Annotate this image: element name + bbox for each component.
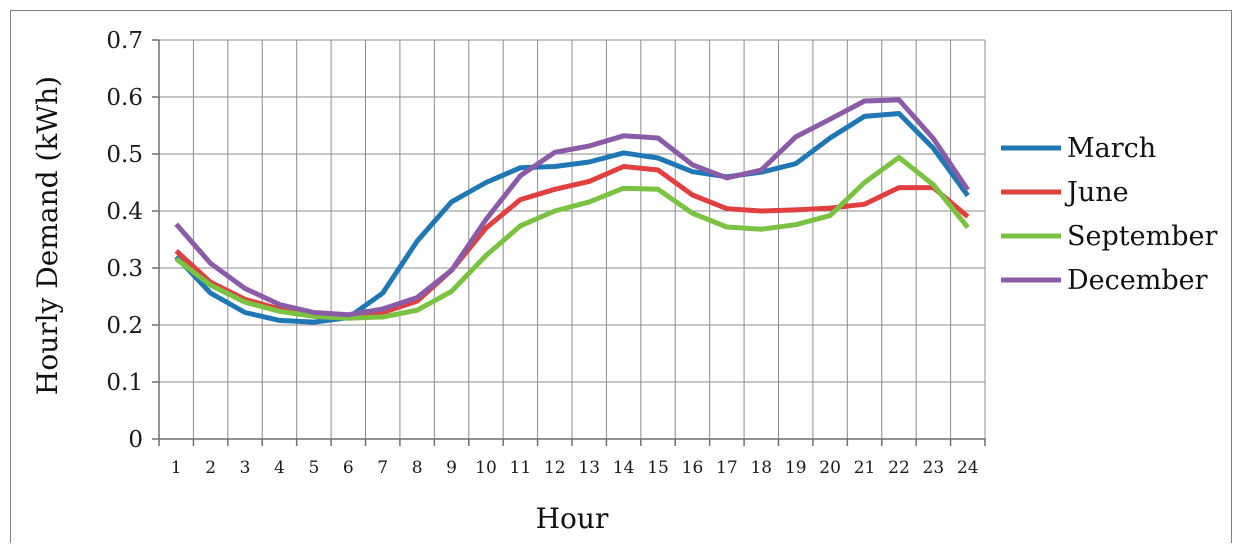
- legend: March June September December: [1001, 133, 1217, 296]
- x-tick-label: 1: [171, 458, 182, 478]
- series-line-march: [174, 111, 970, 325]
- legend-label-december: December: [1067, 265, 1208, 296]
- x-tick-label: 9: [446, 458, 457, 478]
- y-tick-label: 0.6: [106, 85, 143, 111]
- y-tick-label: 0.4: [106, 199, 143, 225]
- x-tick-label: 8: [412, 458, 423, 478]
- x-tick-label: 12: [544, 458, 566, 478]
- x-tick-label: 17: [716, 458, 738, 478]
- x-tick-label: 19: [785, 458, 807, 478]
- x-axis-title: Hour: [536, 502, 609, 535]
- y-tick-label: 0.7: [106, 28, 143, 54]
- x-tick-label: 16: [682, 458, 704, 478]
- y-tick-label: 0: [128, 427, 143, 453]
- x-tick-label: 11: [510, 458, 532, 478]
- axes: [152, 39, 986, 446]
- x-tick-label: 18: [750, 458, 772, 478]
- x-tick-label: 14: [613, 458, 635, 478]
- x-tick-label: 2: [205, 458, 216, 478]
- x-tick-label: 15: [647, 458, 669, 478]
- y-tick-label: 0.2: [106, 313, 143, 339]
- x-tick-label: 6: [343, 458, 354, 478]
- series-line-september: [174, 154, 970, 321]
- legend-label-september: September: [1067, 221, 1217, 252]
- y-tick-label: 0.1: [106, 370, 143, 396]
- chart-frame: 0 0.1 0.2 0.3 0.4 0.5 0.6 0.7 1 2 3 4 5 6 7 8 9 10 11 12 13…: [10, 10, 1232, 543]
- x-tick-label: 4: [274, 458, 285, 478]
- y-tick-label: 0.5: [106, 142, 143, 168]
- series-line-december: [174, 97, 970, 318]
- x-tick-label: 21: [854, 458, 876, 478]
- legend-label-june: June: [1064, 177, 1129, 208]
- x-tick-label: 7: [377, 458, 388, 478]
- x-tick-label: 22: [888, 458, 910, 478]
- y-axis-title: Hourly Demand (kWh): [31, 76, 64, 395]
- x-tick-label: 20: [819, 458, 841, 478]
- grid: [159, 39, 986, 439]
- x-tick-label: 10: [475, 458, 497, 478]
- line-chart: 00.10.20.30.40.50.60.7 1 2 3 4 5 6 7 8 9 10 11 12 13…: [31, 28, 1217, 535]
- x-tick-labels: 1 2 3 4 5 6 7 8 9 10 11 12 13 14 15 16 17 18 19 20 21 22 23 24: [171, 458, 979, 478]
- legend-label-march: March: [1067, 133, 1156, 164]
- series-lines: [174, 97, 970, 325]
- y-tick-labels: 0 0.1 0.2 0.3 0.4 0.5 0.6 0.7: [106, 28, 143, 453]
- y-tick-label: 0.3: [106, 256, 143, 282]
- x-tick-label: 5: [308, 458, 319, 478]
- x-tick-label: 23: [923, 458, 945, 478]
- x-tick-label: 24: [957, 458, 979, 478]
- x-tick-label: 13: [578, 458, 600, 478]
- x-tick-label: 3: [240, 458, 251, 478]
